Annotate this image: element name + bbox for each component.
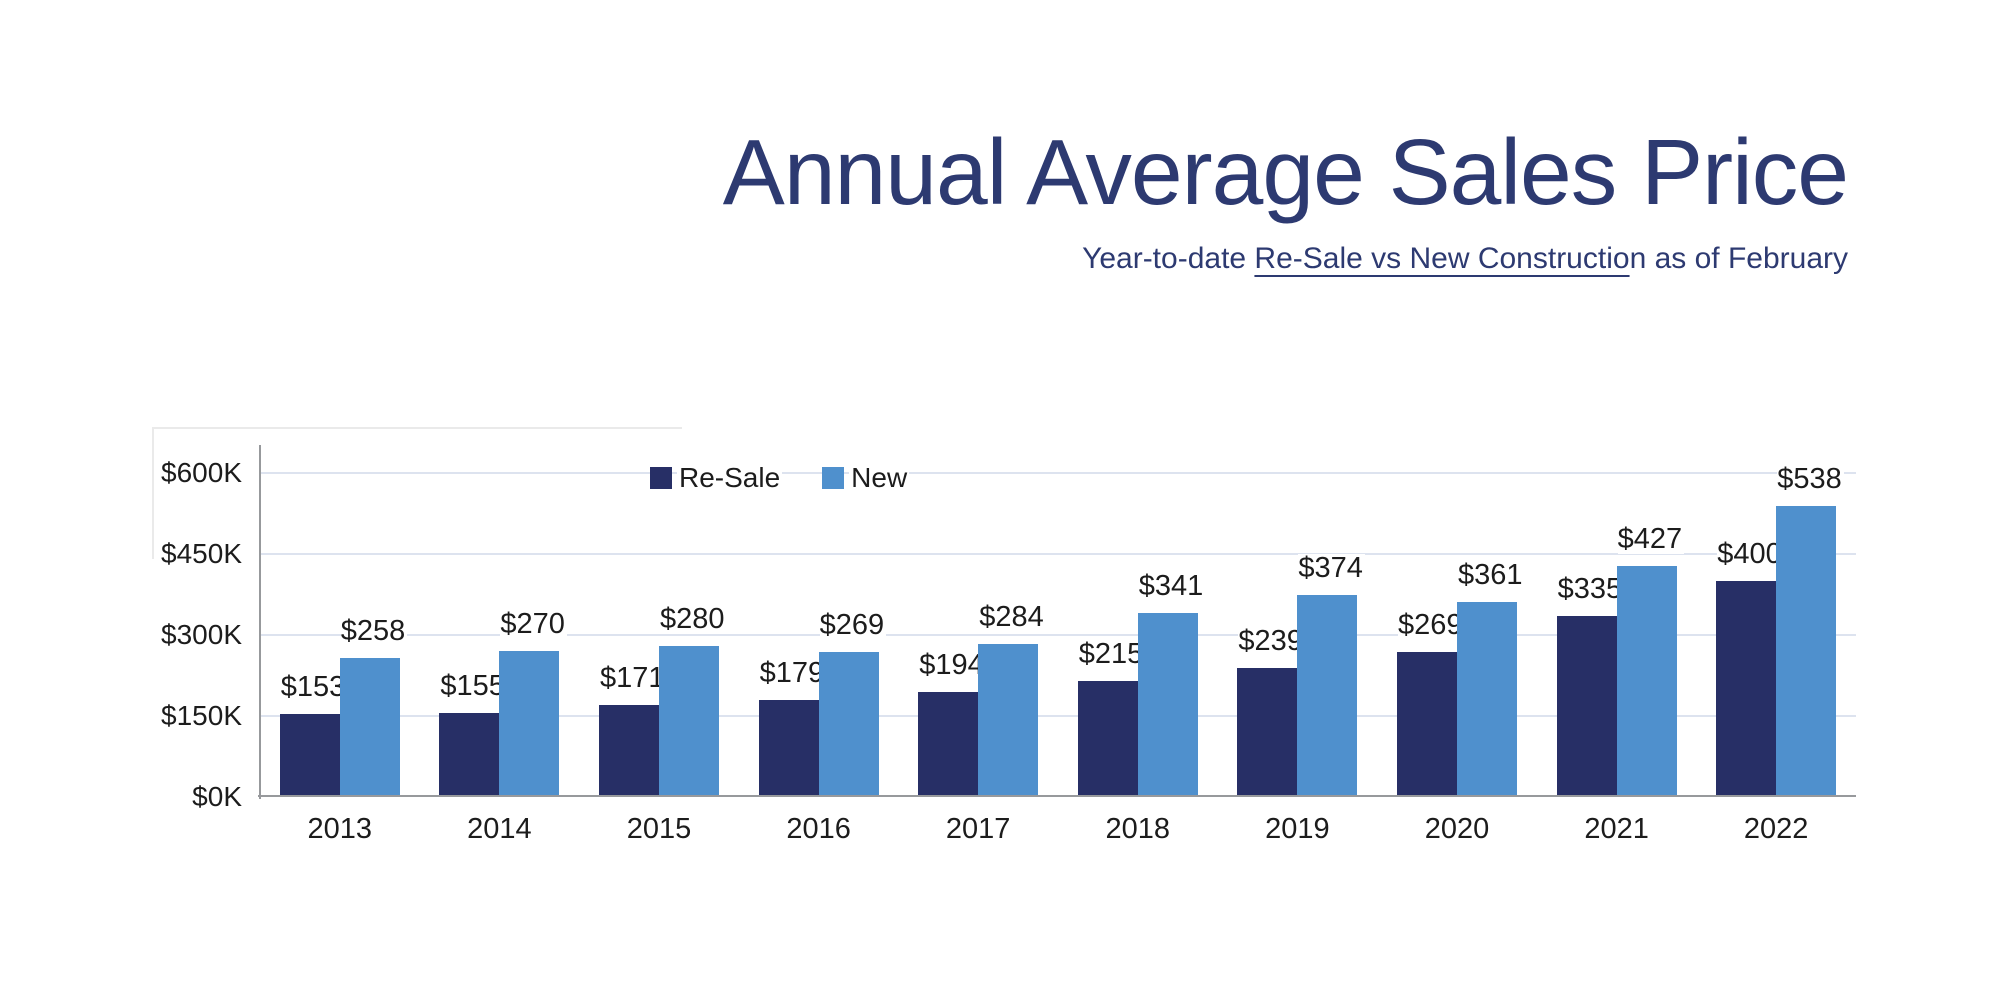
bar-value-label-new-2018: $341 [1138,569,1206,602]
bar-value-label-re-sale-2019: $239 [1238,624,1305,657]
y-axis-label-$0K: $0K [192,781,242,812]
bar-new-2019 [1297,595,1358,797]
bar-value-label-re-sale-2017: $194 [919,649,986,682]
bar-value-label-new-2022: $538 [1777,463,1844,496]
chart-frame-left-line [152,427,154,559]
bar-re-sale-2017 [918,692,979,797]
subtitle-underlined-phrase: Re-Sale vs New Constructio [1254,242,1630,275]
bar-re-sale-2019 [1237,667,1298,797]
x-axis-label-2016: 2016 [786,813,851,845]
x-axis-label-2018: 2018 [1105,813,1171,845]
y-axis-line [259,445,261,799]
bar-new-2016 [818,651,879,797]
bar-new-2013 [339,657,400,797]
bar-value-label-re-sale-2015: $171 [600,661,667,694]
x-axis-label-2017: 2017 [945,813,1011,845]
bar-value-label-re-sale-2018: $215 [1078,637,1146,670]
gridline-$600K [260,472,1856,474]
subtitle-prefix: Year-to-date [1082,242,1255,275]
x-axis-baseline [258,795,1856,797]
bar-new-2021 [1616,566,1677,797]
bar-new-2014 [499,651,560,797]
x-axis-label-2020: 2020 [1424,813,1490,845]
bar-value-label-new-2020: $361 [1458,559,1525,592]
chart-frame-top-line [152,427,682,429]
bar-value-label-new-2021: $427 [1617,523,1685,556]
bar-value-label-re-sale-2021: $335 [1557,573,1625,606]
x-axis-label-2014: 2014 [467,813,532,845]
subtitle-suffix: n as of February [1629,242,1848,275]
x-axis-label-2019: 2019 [1265,813,1330,845]
bar-value-label-new-2016: $269 [819,608,887,641]
bar-re-sale-2013 [279,714,340,797]
legend-item-re-sale: Re-Sale [650,462,783,493]
bar-re-sale-2014 [439,713,500,797]
y-axis-label-$600K: $600K [161,457,242,488]
bar-new-2022 [1776,506,1837,797]
bar-new-2017 [978,643,1039,797]
bar-value-label-re-sale-2014: $155 [440,670,507,703]
bar-value-label-new-2019: $374 [1298,552,1365,585]
bar-new-2018 [1137,612,1198,797]
bar-re-sale-2020 [1397,651,1457,797]
bar-value-label-re-sale-2013: $153 [280,671,348,704]
legend-swatch-icon [650,467,672,489]
bar-value-label-re-sale-2022: $400 [1717,538,1784,570]
x-axis-label-2021: 2021 [1584,813,1649,845]
chart-title: Annual Average Sales Price [722,120,1849,224]
chart-legend: Re-Sale New [650,462,910,493]
legend-item-new: New [822,462,910,493]
bar-re-sale-2021 [1556,616,1617,797]
bar-re-sale-2016 [758,700,819,797]
bar-value-label-new-2017: $284 [979,600,1046,633]
bar-value-label-new-2013: $258 [340,614,408,647]
y-axis-label-$450K: $450K [161,538,242,569]
x-axis-label-2015: 2015 [626,813,692,845]
gridline-$300K [260,634,1856,636]
legend-label: Re-Sale [677,462,783,493]
gridline-$150K [260,715,1856,717]
bar-value-label-new-2015: $280 [660,602,727,635]
y-axis-label-$150K: $150K [161,700,242,731]
bar-new-2015 [659,645,719,797]
legend-label: New [849,462,910,493]
chart-subtitle: Year-to-date Re-Sale vs New Construction… [1082,242,1848,276]
x-axis-label-2022: 2022 [1743,813,1809,845]
bar-re-sale-2015 [599,704,659,797]
x-axis-label-2013: 2013 [307,813,373,845]
bar-new-2020 [1457,602,1517,797]
bar-re-sale-2022 [1716,581,1777,797]
bar-value-label-re-sale-2020: $269 [1398,608,1465,641]
legend-swatch-icon [822,467,845,489]
bar-value-label-re-sale-2016: $179 [759,657,827,690]
bar-value-label-new-2014: $270 [500,608,567,641]
bar-re-sale-2018 [1077,680,1138,797]
gridline-$450K [260,553,1856,555]
y-axis-label-$300K: $300K [161,619,242,650]
